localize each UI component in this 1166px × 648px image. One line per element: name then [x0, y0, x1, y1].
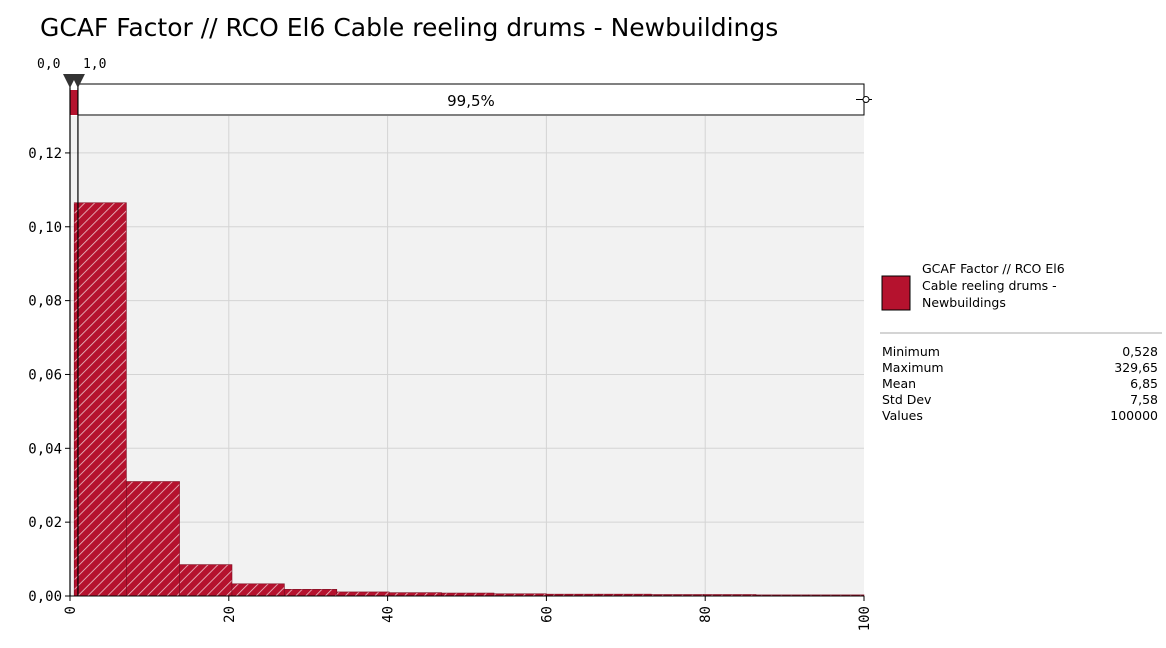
stat-label: Minimum	[882, 344, 940, 359]
y-tick-label: 0,12	[28, 146, 62, 162]
stat-label: Mean	[882, 376, 916, 391]
x-axis-ticks: 0 20 40 60 80 100	[63, 596, 873, 631]
y-axis-ticks: 0,00 0,02 0,04 0,06 0,08 0,10 0,12	[28, 146, 70, 605]
right-delimiter-value: 1,0	[83, 57, 106, 72]
legend-series-name-line-3: Newbuildings	[922, 295, 1006, 310]
statistics-table: Minimum 0,528 Maximum 329,65 Mean 6,85 Std Dev…	[882, 344, 1158, 423]
x-tick-label: 20	[222, 606, 238, 623]
band-percentage-label: 99,5%	[447, 92, 495, 110]
y-tick-label: 0,08	[28, 294, 62, 310]
left-delimiter-value: 0,0	[37, 57, 60, 72]
y-tick-label: 0,06	[28, 367, 62, 383]
stat-value: 329,65	[1114, 360, 1158, 375]
y-tick-label: 0,02	[28, 515, 62, 531]
left-tail-marker	[70, 90, 78, 115]
y-tick-label: 0,10	[28, 220, 62, 236]
histogram-bar	[336, 591, 390, 597]
delimiter-band: 99,5% 0,0 1,0	[37, 57, 872, 596]
x-tick-label: 100	[857, 606, 873, 631]
stat-value: 7,58	[1130, 392, 1158, 407]
x-tick-label: 60	[539, 606, 555, 623]
histogram-bar	[73, 202, 127, 597]
chart-title: GCAF Factor // RCO El6 Cable reeling dru…	[40, 13, 778, 42]
histogram-bar	[179, 564, 233, 597]
legend-swatch	[881, 275, 911, 311]
x-tick-label: 40	[381, 606, 397, 623]
y-tick-label: 0,00	[28, 589, 62, 605]
x-tick-label: 80	[698, 606, 714, 623]
right-delimiter-handle-icon[interactable]	[70, 74, 85, 88]
histogram-bar	[126, 481, 180, 597]
legend: GCAF Factor // RCO El6 Cable reeling dru…	[880, 261, 1162, 423]
end-handle-knob	[862, 96, 870, 103]
stat-label: Std Dev	[882, 392, 932, 407]
histogram-bar	[284, 589, 338, 597]
x-tick-label: 0	[63, 606, 79, 614]
legend-series-name-line-1: GCAF Factor // RCO El6	[922, 261, 1065, 276]
band-end-handle-icon[interactable]	[856, 96, 872, 103]
stat-label: Values	[882, 408, 923, 423]
plot-area	[70, 116, 864, 596]
histogram-bar	[231, 583, 285, 597]
stat-value: 6,85	[1130, 376, 1158, 391]
y-tick-label: 0,04	[28, 441, 62, 457]
stat-value: 0,528	[1122, 344, 1158, 359]
stat-label: Maximum	[882, 360, 944, 375]
legend-series-name-line-2: Cable reeling drums -	[922, 278, 1057, 293]
probability-band[interactable]	[77, 83, 865, 116]
stat-value: 100000	[1110, 408, 1158, 423]
gridlines	[70, 116, 864, 596]
